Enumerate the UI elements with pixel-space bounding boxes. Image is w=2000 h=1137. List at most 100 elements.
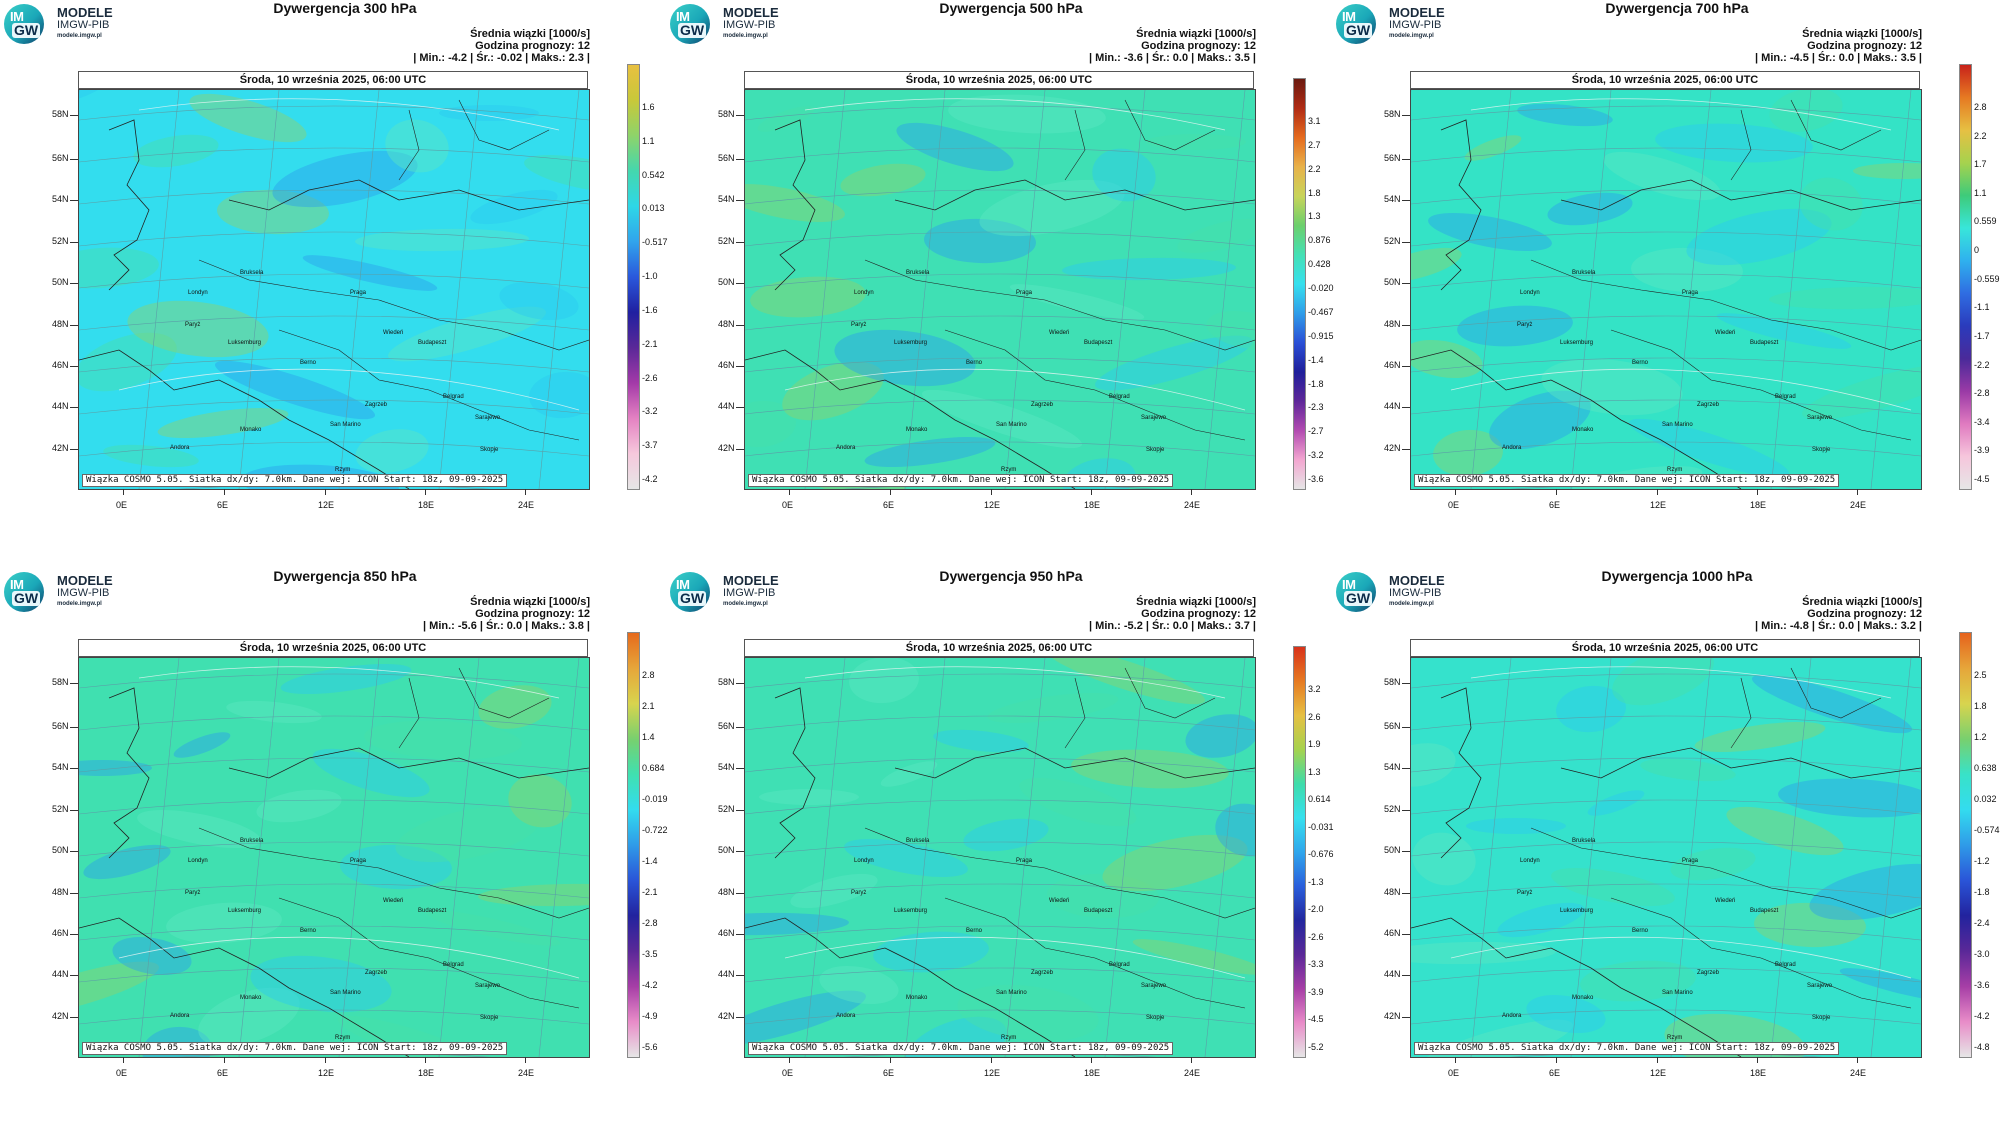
valid-date: Środa, 10 września 2025, 06:00 UTC (744, 639, 1254, 657)
colorbar-tick: -3.7 (642, 440, 658, 451)
colorbar-tick: 1.6 (642, 102, 655, 112)
colorbar-tick: -3.2 (642, 406, 658, 417)
lat-tick (1402, 283, 1410, 284)
city-label: Berno (300, 360, 317, 366)
city-label: Sarajewo (1807, 415, 1833, 421)
lat-label: 44N (718, 401, 735, 411)
lon-label: 0E (782, 1068, 794, 1078)
colorbar-tick: -1.4 (642, 856, 658, 866)
lon-tick (1757, 489, 1758, 495)
lat-label: 46N (1384, 928, 1401, 938)
lat-tick (736, 366, 744, 367)
map-overlay (745, 90, 1255, 489)
imgw-logo[interactable]: IM GW MODELE IMGW-PIB modele.imgw.pl (670, 572, 810, 614)
colorbar-tick: 1.7 (1974, 159, 1987, 170)
city-label: Belgrad (443, 394, 464, 400)
city-label: Budapeszt (1084, 908, 1113, 914)
colorbar-tick: 2.7 (1308, 139, 1321, 150)
lat-tick (1402, 768, 1410, 769)
lon-label: 6E (1549, 500, 1561, 510)
lat-label: 46N (718, 928, 735, 938)
lat-tick (1402, 325, 1410, 326)
min-mean-max: | Min.: -5.6 | Śr.: 0.0 | Maks.: 3.8 | (423, 620, 590, 632)
lat-tick (70, 242, 78, 243)
colorbar-tick: 1.9 (1308, 739, 1321, 750)
city-label: Paryż (851, 322, 867, 328)
lon-tick (789, 1057, 790, 1063)
lon-label: 12E (318, 500, 335, 510)
lat-tick (70, 851, 78, 852)
colorbar (1959, 632, 1972, 1058)
imgw-logo[interactable]: IM GW MODELE IMGW-PIB modele.imgw.pl (4, 4, 144, 46)
lat-tick (1402, 683, 1410, 684)
logo-imgw-pib: IMGW-PIB (57, 587, 110, 599)
panel-title: Dywergencja 850 hPa (273, 568, 417, 584)
colorbar-tick: -5.6 (642, 1042, 658, 1052)
lon-label: 18E (1750, 500, 1767, 510)
colorbar-tick: 2.5 (1974, 670, 1987, 680)
logo-im-text: IM (676, 577, 690, 592)
lat-tick (70, 934, 78, 935)
stats-block: Średnia wiązki [1000/s] Godzina prognozy:… (423, 596, 590, 632)
colorbar-tick: -4.5 (1308, 1014, 1324, 1025)
city-label: Monako (240, 995, 262, 1001)
colorbar-tick: -0.676 (1308, 849, 1334, 860)
colorbar-tick: -2.8 (1974, 388, 1990, 399)
panel-title: Dywergencja 300 hPa (273, 0, 417, 16)
imgw-logo[interactable]: IM GW MODELE IMGW-PIB modele.imgw.pl (1336, 572, 1476, 614)
city-label: Luksemburg (1560, 340, 1594, 346)
logo-url: modele.imgw.pl (723, 33, 768, 39)
colorbar-tick: -0.915 (1308, 330, 1334, 341)
city-label: Andora (1502, 445, 1522, 451)
colorbar-tick: -1.1 (1974, 302, 1990, 313)
lat-tick (70, 283, 78, 284)
divergence-map[interactable]: Wiązka COSMO 5.05. Siatka dx/dy: 7.0km. … (78, 657, 590, 1058)
city-label: Berno (966, 360, 983, 366)
divergence-map[interactable]: Wiązka COSMO 5.05. Siatka dx/dy: 7.0km. … (1410, 89, 1922, 490)
lat-label: 42N (718, 443, 735, 453)
valid-date: Środa, 10 września 2025, 06:00 UTC (744, 71, 1254, 89)
city-label: Belgrad (1775, 962, 1796, 968)
lon-tick (991, 489, 992, 495)
imgw-logo[interactable]: IM GW MODELE IMGW-PIB modele.imgw.pl (4, 572, 144, 614)
divergence-map[interactable]: Wiązka COSMO 5.05. Siatka dx/dy: 7.0km. … (78, 89, 590, 490)
lat-label: 54N (1384, 194, 1401, 204)
lon-tick (325, 1057, 326, 1063)
colorbar (1293, 78, 1306, 490)
colorbar-tick: -1.7 (1974, 330, 1990, 341)
lon-tick (890, 489, 891, 495)
lat-tick (1402, 242, 1410, 243)
lat-tick (1402, 727, 1410, 728)
imgw-logo[interactable]: IM GW MODELE IMGW-PIB modele.imgw.pl (1336, 4, 1476, 46)
imgw-logo[interactable]: IM GW MODELE IMGW-PIB modele.imgw.pl (670, 4, 810, 46)
lon-label: 0E (1448, 1068, 1460, 1078)
city-label: Paryż (185, 322, 201, 328)
lon-tick (123, 489, 124, 495)
city-label: Andora (836, 445, 856, 451)
colorbar-tick: -2.6 (642, 372, 658, 383)
logo-imgw-pib: IMGW-PIB (57, 19, 110, 31)
city-label: Paryż (185, 890, 201, 896)
colorbar-tick: -2.3 (1308, 402, 1324, 413)
model-footer: Wiązka COSMO 5.05. Siatka dx/dy: 7.0km. … (748, 1042, 1174, 1055)
valid-date: Środa, 10 września 2025, 06:00 UTC (78, 639, 588, 657)
colorbar-tick: -1.3 (1308, 876, 1324, 887)
logo-im-text: IM (10, 9, 24, 24)
lon-label: 0E (116, 1068, 128, 1078)
map-panel: IM GW MODELE IMGW-PIB modele.imgw.pl Dywergen… (666, 0, 1334, 568)
colorbar-tick: -2.6 (1308, 931, 1324, 942)
colorbar-tick: -4.5 (1974, 474, 1990, 484)
panel-title: Dywergencja 500 hPa (939, 0, 1083, 16)
lat-label: 44N (52, 401, 69, 411)
lat-label: 46N (52, 360, 69, 370)
divergence-map[interactable]: Wiązka COSMO 5.05. Siatka dx/dy: 7.0km. … (744, 89, 1256, 490)
city-label: Luksemburg (228, 908, 262, 914)
divergence-map[interactable]: Wiązka COSMO 5.05. Siatka dx/dy: 7.0km. … (1410, 657, 1922, 1058)
city-label: Sarajewo (1141, 415, 1167, 421)
city-label: Zagrzeb (365, 970, 388, 976)
city-label: Rzym (1667, 1035, 1683, 1041)
lat-label: 46N (718, 360, 735, 370)
logo-imgw-pib: IMGW-PIB (1389, 587, 1442, 599)
lat-label: 48N (52, 887, 69, 897)
divergence-map[interactable]: Wiązka COSMO 5.05. Siatka dx/dy: 7.0km. … (744, 657, 1256, 1058)
